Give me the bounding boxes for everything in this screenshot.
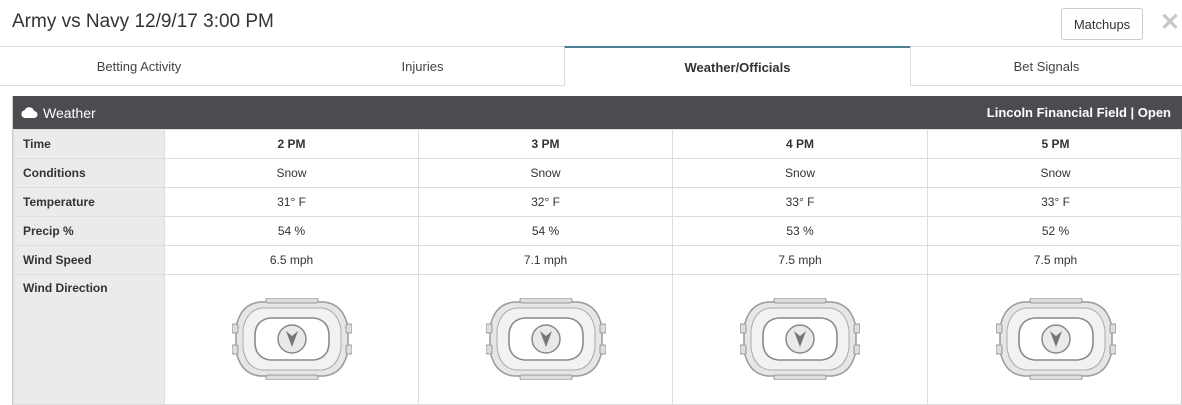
weather-panel-header: Weather Lincoln Financial Field | Open [13,96,1182,129]
tab-label: Bet Signals [1013,58,1080,74]
tab-label: Betting Activity [96,58,182,74]
conditions-cell: Snow [672,158,928,188]
time-cell: 2 PM [164,129,419,159]
time-cell: 3 PM [418,129,673,159]
wind-speed-cell: 7.5 mph [672,245,928,275]
stadium-icon [485,298,606,380]
tab-betting-activity[interactable]: Betting Activity [0,46,565,86]
close-icon[interactable]: ✕ [1159,9,1181,36]
wind-direction-cell [164,274,419,405]
conditions-cell: Snow [418,158,673,188]
precip-cell: 53 % [672,216,928,246]
matchups-button[interactable]: Matchups [1061,8,1143,40]
time-cell: 5 PM [927,129,1182,159]
table-row: Conditions Snow Snow Snow Snow [13,158,1182,188]
wind-arrow-icon [1049,331,1062,347]
temperature-cell: 31° F [164,187,419,217]
tab-bar: Betting Activity Injuries Weather/Offici… [0,46,1182,86]
row-label-wind-direction: Wind Direction [13,274,165,405]
time-cell: 4 PM [672,129,928,159]
temperature-cell: 33° F [927,187,1182,217]
venue-label: Lincoln Financial Field | Open [986,105,1171,120]
tab-label: Injuries [401,58,444,74]
wind-arrow-icon [539,331,552,347]
row-label-time: Time [13,129,165,159]
wind-direction-cell [927,274,1182,405]
wind-arrow-icon [794,331,806,347]
conditions-cell: Snow [164,158,419,188]
wind-speed-cell: 7.1 mph [418,245,673,275]
table-row: Wind Speed 6.5 mph 7.1 mph 7.5 mph 7.5 m… [13,245,1182,275]
weather-title: Weather [43,105,96,121]
temperature-cell: 33° F [672,187,928,217]
precip-cell: 54 % [164,216,419,246]
wind-speed-cell: 7.5 mph [927,245,1182,275]
stadium-icon [740,298,860,380]
table-row: Precip % 54 % 54 % 53 % 52 % [13,216,1182,246]
wind-arrow-icon [285,331,298,347]
tab-label: Weather/Officials [684,59,791,75]
precip-cell: 54 % [418,216,673,246]
temperature-cell: 32° F [418,187,673,217]
row-label-precip: Precip % [13,216,165,246]
precip-cell: 52 % [927,216,1182,246]
stadium-icon [231,298,352,380]
stadium-icon [995,298,1116,380]
row-label-temperature: Temperature [13,187,165,217]
weather-table: Time 2 PM 3 PM 4 PM 5 PM Conditions Snow… [13,129,1182,405]
tab-weather-officials[interactable]: Weather/Officials [564,46,911,86]
page-header: Army vs Navy 12/9/17 3:00 PM Matchups ✕ [0,0,1182,46]
page-title: Army vs Navy 12/9/17 3:00 PM [12,11,274,32]
tab-injuries[interactable]: Injuries [0,46,565,86]
row-label-conditions: Conditions [13,158,165,188]
row-label-wind-speed: Wind Speed [13,245,165,275]
conditions-cell: Snow [927,158,1182,188]
wind-speed-cell: 6.5 mph [164,245,419,275]
table-row: Wind Direction [13,274,1182,405]
weather-panel: Weather Lincoln Financial Field | Open T… [12,96,1182,405]
cloud-icon [21,107,38,118]
table-row: Temperature 31° F 32° F 33° F 33° F [13,187,1182,217]
wind-direction-cell [418,274,673,405]
wind-direction-cell [672,274,928,405]
tab-bet-signals[interactable]: Bet Signals [910,46,1182,86]
table-row: Time 2 PM 3 PM 4 PM 5 PM [13,129,1182,159]
